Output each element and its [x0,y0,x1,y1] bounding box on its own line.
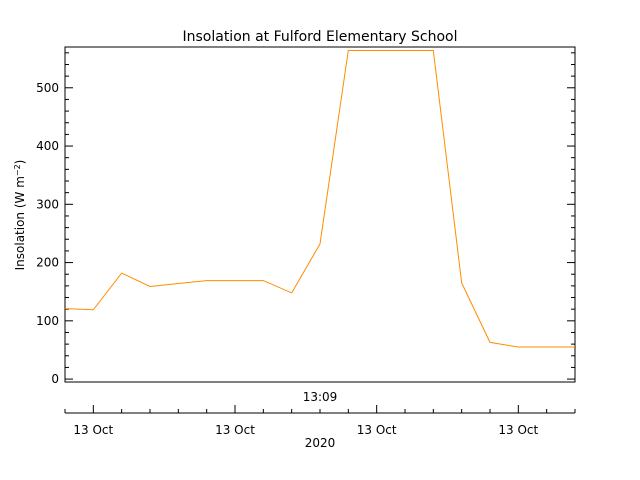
y-axis-label-main: Insolation (W m [13,176,27,270]
y-tick-label: 400 [36,139,59,153]
x-tick-label: 13 Oct [357,423,397,437]
y-axis-label-close: ) [13,160,27,165]
y-tick-label: 200 [36,256,59,270]
y-axis-ticks: 0 100 200 300 400 500 [36,52,575,386]
y-tick-label: 100 [36,314,59,328]
plot-area-frame [64,46,576,383]
y-axis-label-sup: −2 [13,164,22,176]
x-tick-label: 13 Oct [215,423,255,437]
x-tick-label: 13 Oct [73,423,113,437]
y-tick-label: 500 [36,81,59,95]
insolation-series-line [64,50,575,348]
x-year-label: 2020 [305,436,336,450]
x-axis-ticks: 13 Oct 13 Oct 13 Oct 13 Oct [64,405,576,437]
y-axis-label: Insolation (W m−2) [13,160,28,271]
y-tick-label: 0 [51,372,59,386]
series-layer [64,50,576,348]
y-tick-label: 300 [36,197,59,211]
chart-title: Insolation at Fulford Elementary School [182,29,457,45]
x-time-label: 13:09 [303,390,338,404]
x-tick-label: 13 Oct [498,423,538,437]
